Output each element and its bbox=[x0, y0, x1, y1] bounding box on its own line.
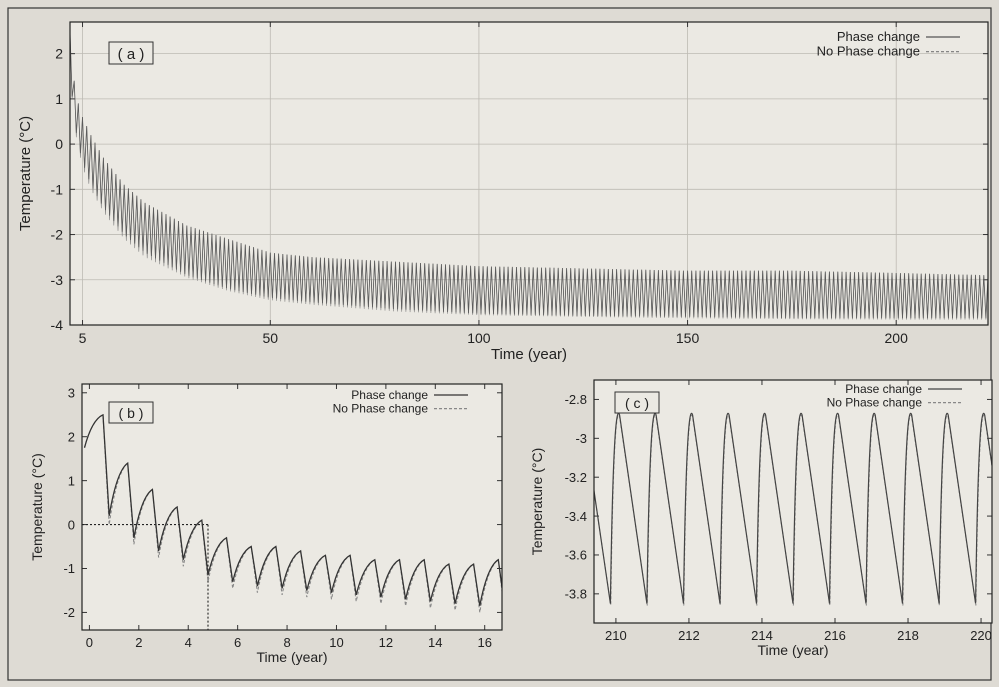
y-tick-label: -3.8 bbox=[565, 587, 587, 602]
chart-panel-c: 210 212 214 216 218 220 -3.8 -3.6 -3.4 -3.2 -3 -2.8… bbox=[529, 379, 993, 658]
legend-label: No Phase change bbox=[827, 396, 923, 410]
panel-label-box bbox=[108, 41, 154, 65]
y-axis-label: Temperature (°C) bbox=[529, 448, 545, 556]
y-tick-label: -3 bbox=[575, 431, 587, 446]
axes-frame bbox=[81, 383, 503, 631]
x-tick-label: 16 bbox=[477, 635, 491, 650]
legend-label: Phase change bbox=[351, 388, 428, 402]
y-tick-label: 3 bbox=[68, 385, 75, 400]
legend-label: No Phase change bbox=[817, 44, 920, 59]
figure-border bbox=[7, 7, 992, 681]
y-axis-label: Temperature (°C) bbox=[17, 116, 34, 231]
x-tick-label: 50 bbox=[263, 330, 279, 346]
series-group bbox=[594, 412, 992, 606]
y-tick-label: -3.2 bbox=[565, 470, 587, 485]
x-tick-label: 12 bbox=[379, 635, 393, 650]
x-tick-label: 100 bbox=[467, 330, 491, 346]
y-tick-label: -3.6 bbox=[565, 548, 587, 563]
series-line-phase-change bbox=[83, 413, 502, 606]
x-tick-label: 10 bbox=[329, 635, 343, 650]
y-tick-label: -1 bbox=[63, 561, 75, 576]
y-tick-label: -2.8 bbox=[565, 392, 587, 407]
x-tick-label: 200 bbox=[885, 330, 909, 346]
x-tick-label: 220 bbox=[970, 628, 992, 643]
x-axis-label: Time (year) bbox=[757, 642, 828, 658]
panel-label-box bbox=[108, 401, 154, 424]
x-tick-label: 210 bbox=[605, 628, 627, 643]
y-tick-label: -3.4 bbox=[565, 509, 587, 524]
x-tick-label: 2 bbox=[135, 635, 142, 650]
y-tick-label: 0 bbox=[68, 517, 75, 532]
series-group bbox=[82, 413, 502, 630]
x-axis-label: Time (year) bbox=[491, 346, 567, 363]
x-tick-label: 6 bbox=[234, 635, 241, 650]
x-tick-label: 0 bbox=[86, 635, 93, 650]
series-line-phase-change bbox=[594, 412, 992, 604]
x-tick-label: 4 bbox=[185, 635, 192, 650]
panel-label: ( b ) bbox=[119, 405, 144, 421]
x-tick-label: 216 bbox=[824, 628, 846, 643]
series-group bbox=[70, 30, 988, 320]
x-tick-label: 212 bbox=[678, 628, 700, 643]
y-tick-label: -2 bbox=[51, 227, 64, 243]
x-tick-label: 214 bbox=[751, 628, 773, 643]
y-tick-label: -4 bbox=[51, 317, 64, 333]
x-tick-label: 218 bbox=[897, 628, 919, 643]
y-tick-label: 1 bbox=[68, 473, 75, 488]
x-tick-label: 14 bbox=[428, 635, 442, 650]
x-axis-label: Time (year) bbox=[256, 649, 327, 665]
panel-label: ( a ) bbox=[118, 46, 145, 63]
axes-frame bbox=[593, 379, 993, 624]
y-tick-label: -3 bbox=[51, 272, 64, 288]
y-tick-label: 1 bbox=[55, 91, 63, 107]
axes-frame bbox=[69, 21, 989, 326]
y-tick-label: 2 bbox=[55, 46, 63, 62]
legend-label: Phase change bbox=[845, 382, 922, 396]
chart-panel-a: 5 50 100 150 200 -4 -3 -2 -1 0 1 2 Time (year) Temper… bbox=[17, 21, 989, 363]
legend-label: No Phase change bbox=[333, 402, 429, 416]
y-tick-label: 0 bbox=[55, 136, 63, 152]
x-tick-label: 8 bbox=[283, 635, 290, 650]
y-tick-label: 2 bbox=[68, 429, 75, 444]
panel-label-box bbox=[614, 391, 660, 414]
y-axis-label: Temperature (°C) bbox=[29, 453, 45, 561]
series-line-phase-change bbox=[70, 30, 988, 319]
legend-label: Phase change bbox=[837, 29, 920, 44]
x-tick-label: 150 bbox=[676, 330, 700, 346]
y-tick-label: -2 bbox=[63, 605, 75, 620]
plot-area bbox=[82, 384, 502, 630]
panel-label: ( c ) bbox=[625, 395, 649, 411]
x-tick-label: 5 bbox=[79, 330, 87, 346]
y-tick-label: -1 bbox=[51, 181, 64, 197]
